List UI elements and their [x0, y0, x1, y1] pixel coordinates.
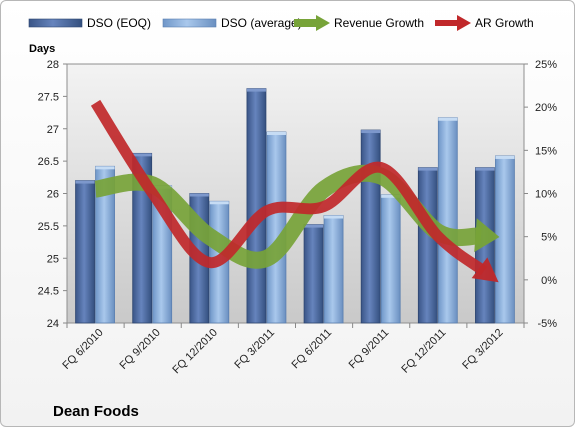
- bar: [323, 215, 344, 324]
- bar-top: [475, 167, 495, 171]
- bar: [246, 88, 267, 324]
- bar: [266, 131, 287, 324]
- y-tick-label: 28: [47, 59, 59, 71]
- bar-top: [95, 166, 115, 170]
- y-tick-label: 27.5: [38, 91, 59, 103]
- bar-top: [246, 88, 266, 92]
- y-tick-label: 27: [47, 124, 59, 136]
- growth-lines: [90, 99, 500, 283]
- y2-tick-label: 5%: [541, 232, 557, 244]
- y2-tick-label: 10%: [535, 189, 557, 201]
- y2-tick-label: 20%: [535, 102, 557, 114]
- bar: [75, 180, 95, 324]
- bar-top: [189, 193, 209, 197]
- x-tick-label: FQ 6/2010: [60, 327, 105, 372]
- bar: [417, 167, 438, 324]
- bar-top: [75, 180, 95, 184]
- y2-tick-label: 15%: [535, 145, 557, 157]
- y-tick-label: 25: [47, 253, 59, 265]
- revenue-growth-arrowhead: [474, 218, 500, 253]
- bar: [380, 194, 401, 324]
- legend-swatch: [28, 18, 83, 28]
- bar-top: [304, 224, 324, 228]
- legend-arrow: [316, 15, 330, 31]
- bar-top: [438, 117, 458, 121]
- y2-tick-label: -5%: [537, 318, 557, 330]
- legend-arrow: [457, 15, 471, 31]
- bar-top: [495, 155, 515, 159]
- y2-tick-label: 0%: [541, 275, 557, 287]
- x-tick-label: FQ 3/2012: [460, 327, 505, 372]
- y-axis-title: Days: [29, 43, 55, 55]
- y-tick-label: 24: [47, 318, 59, 330]
- legend: DSO (EOQ) DSO (average) Revenue Growth AR G…: [28, 15, 534, 31]
- legend-label: DSO (average): [221, 16, 302, 30]
- ar-growth-arrowhead: [471, 257, 499, 283]
- y-tick-label: 25.5: [38, 221, 59, 233]
- bar-top: [209, 201, 229, 205]
- y-tick-label: 26: [47, 189, 59, 201]
- ar-growth-line: [90, 99, 488, 276]
- y-tick-label: 26.5: [38, 156, 59, 168]
- x-tick-label: FQ 12/2011: [399, 327, 448, 376]
- bar-top: [418, 167, 438, 171]
- y2-tick-label: 25%: [535, 59, 557, 71]
- legend-swatch: [162, 18, 217, 28]
- company-name: Dean Foods: [53, 403, 139, 420]
- bar-top: [361, 130, 381, 134]
- bar-top: [266, 131, 286, 135]
- x-tick-label: FQ 6/2011: [290, 327, 335, 372]
- legend-label: DSO (EOQ): [87, 16, 151, 30]
- x-tick-label: FQ 9/2010: [118, 327, 163, 372]
- bar: [437, 117, 458, 324]
- legend-label: Revenue Growth: [334, 16, 424, 30]
- bar: [303, 224, 324, 324]
- bar-top: [381, 194, 401, 198]
- bar: [360, 129, 381, 324]
- bar: [495, 155, 515, 324]
- x-tick-label: FQ 3/2011: [232, 327, 277, 372]
- bar-top: [132, 153, 152, 157]
- x-tick-label: FQ 12/2010: [170, 327, 220, 377]
- x-tick-label: FQ 9/2011: [347, 327, 392, 372]
- y-tick-label: 24.5: [38, 286, 59, 298]
- legend-label: AR Growth: [475, 16, 534, 30]
- bar-top: [324, 215, 344, 219]
